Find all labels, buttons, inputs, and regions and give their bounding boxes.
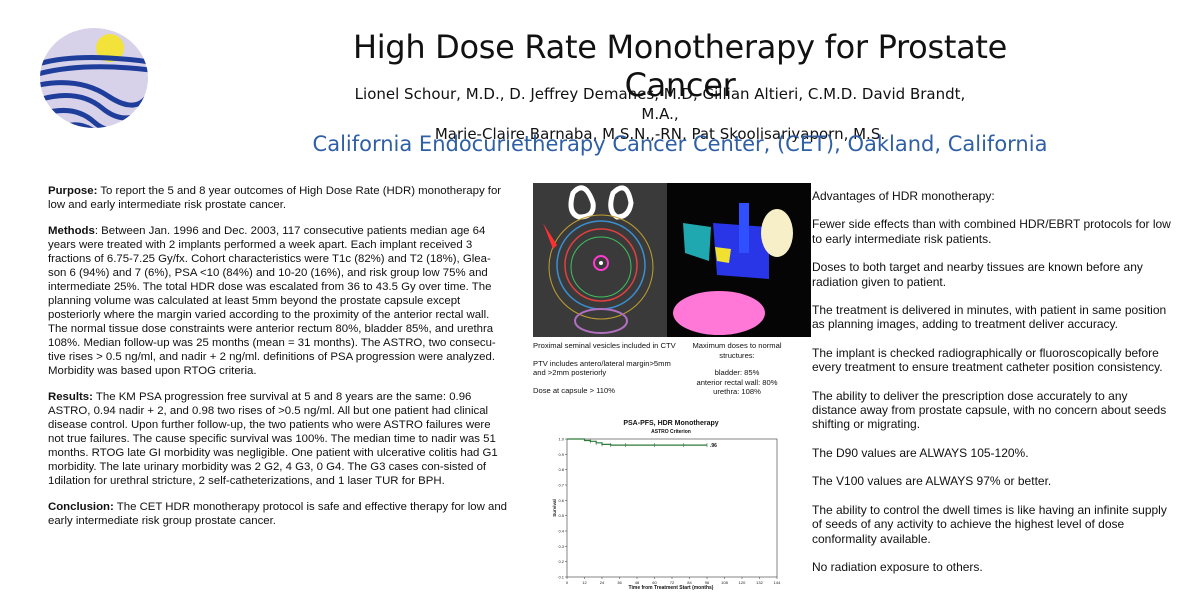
advantages-heading: Advantages of HDR monotherapy:: [812, 189, 995, 203]
advantage-item: The ability to control the dwell times i…: [812, 502, 1167, 546]
advantage-item: The treatment is delivered in minutes, w…: [812, 303, 1167, 332]
x-tick-label: 0: [566, 580, 569, 585]
x-tick-label: 96: [705, 580, 710, 585]
poster-title: High Dose Rate Monotherapy for Prostate …: [352, 28, 1008, 104]
conclusion-paragraph: Conclusion: The CET HDR monotherapy prot…: [48, 500, 508, 528]
caption-right-line-4: anterior rectal wall: 80%: [696, 377, 778, 387]
authors-line-2: Marie-Claire Barnaba, M.S.N.,-RN, Pat Sk…: [434, 125, 886, 143]
advantage-item: No radiation exposure to others.: [812, 559, 983, 574]
methods-text: : Between Jan. 1996 and Dec. 2003, 117 c…: [48, 225, 496, 377]
caption-right-line-2: structures:: [719, 350, 755, 360]
y-tick-label: 0.6: [558, 498, 564, 503]
chart-ylabel: Survival: [552, 499, 557, 517]
x-tick-label: 60: [652, 580, 657, 585]
caption-right-line-5: urethra: 108%: [713, 387, 761, 397]
km-chart: PSA-PFS, HDR Monotherapy ASTRO Criterion…: [545, 413, 785, 593]
y-tick-label: 0.8: [558, 467, 564, 472]
plot-frame: [566, 438, 778, 578]
chart-subtitle: ASTRO Criterion: [651, 429, 691, 435]
x-tick-label: 84: [687, 580, 692, 585]
advantages-column: Advantages of HDR monotherapy: Fewer sid…: [812, 189, 1174, 588]
caption-left-line-3: and >2mm posteriorly: [533, 368, 607, 378]
cet-logo: [40, 28, 148, 128]
abstract-column: Purpose: To report the 5 and 8 year outc…: [48, 184, 508, 540]
methods-paragraph: Methods: Between Jan. 1996 and Dec. 2003…: [48, 224, 508, 378]
advantage-item: The D90 values are ALWAYS 105-120%.: [812, 445, 1029, 460]
purpose-paragraph: Purpose: To report the 5 and 8 year outc…: [48, 184, 508, 212]
advantage-item: The ability to deliver the prescription …: [812, 388, 1167, 432]
caption-left-line-2: PTV includes antero/lateral margin>5mm: [533, 358, 671, 368]
y-tick-label: 0.9: [558, 452, 564, 457]
caption-left-line-1: Proximal seminal vesicles included in CT…: [533, 341, 676, 350]
institution: California Endocurietherapy Cancer Cente…: [312, 132, 1048, 156]
curve-annotation: .96: [710, 443, 717, 449]
x-tick-label: 120: [739, 580, 746, 585]
results-paragraph: Results: The KM PSA progression free sur…: [48, 390, 508, 488]
km-chart-svg: PSA-PFS, HDR Monotherapy ASTRO Criterion…: [552, 420, 781, 591]
x-tick-label: 144: [774, 580, 781, 585]
y-tick-label: 0.2: [558, 559, 564, 564]
advantage-item: The implant is checked radiographically …: [812, 345, 1163, 375]
caption-right: Maximum doses to normal structures: blad…: [680, 341, 794, 397]
caption-right-line-1: Maximum doses to normal: [692, 341, 782, 350]
y-tick-label: 0.5: [558, 513, 564, 518]
y-tick-label: 0.4: [558, 529, 564, 534]
chart-xlabel: Time from Treatment Start (months): [629, 585, 714, 591]
methods-heading: Methods: [48, 225, 95, 237]
y-tick-label: 0.3: [558, 544, 564, 549]
y-tick-label: 0.1: [558, 575, 564, 580]
caption-right-line-3: bladder: 85%: [714, 368, 760, 378]
purpose-text: To report the 5 and 8 year outcomes of H…: [48, 185, 502, 211]
survival-curve: [567, 438, 707, 446]
purpose-heading: Purpose:: [48, 185, 98, 197]
conclusion-heading: Conclusion:: [48, 501, 114, 513]
chart-title: PSA-PFS, HDR Monotherapy: [623, 420, 718, 427]
dose-plan-figure: [533, 183, 811, 337]
results-heading: Results:: [48, 391, 93, 403]
x-tick-label: 72: [670, 580, 675, 585]
y-tick-label: 0.7: [558, 483, 564, 488]
author-list: Lionel Schour, M.D., D. Jeffrey Demanes,…: [340, 84, 980, 144]
x-tick-label: 108: [721, 580, 728, 585]
advantage-item: Doses to both target and nearby tissues …: [812, 260, 1143, 289]
caption-left: Proximal seminal vesicles included in CT…: [533, 341, 676, 395]
results-text: The KM PSA progression free survival at …: [48, 391, 498, 487]
dose-plan-images: [533, 183, 811, 337]
advantage-item: Fewer side effects than with combined HD…: [812, 217, 1171, 246]
x-tick-label: 24: [600, 580, 605, 585]
advantage-item: The V100 values are ALWAYS 97% or better…: [812, 474, 1052, 489]
authors-line-1: Lionel Schour, M.D., D. Jeffrey Demanes,…: [354, 85, 966, 123]
x-tick-label: 48: [635, 580, 640, 585]
x-tick-label: 36: [617, 580, 622, 585]
x-tick-label: 12: [582, 580, 587, 585]
conclusion-text: The CET HDR monotherapy protocol is safe…: [48, 501, 507, 527]
caption-left-line-4: Dose at capsule > 110%: [533, 385, 615, 395]
y-tick-label: 1.0: [558, 437, 564, 442]
x-tick-label: 132: [756, 580, 763, 585]
